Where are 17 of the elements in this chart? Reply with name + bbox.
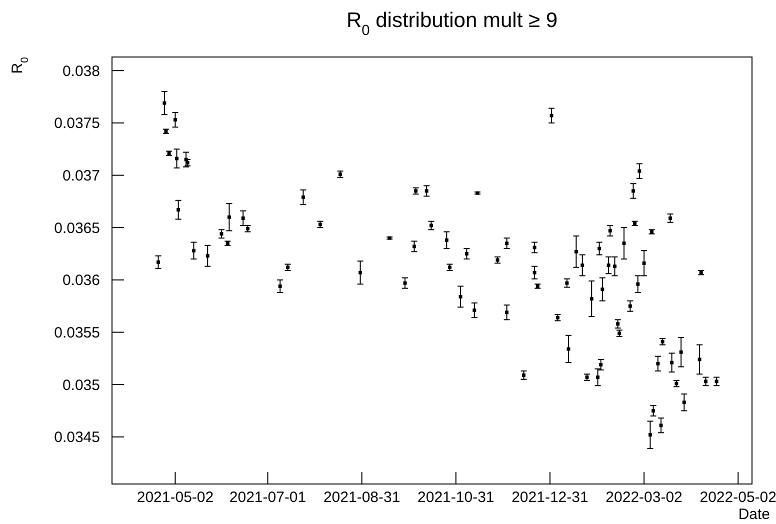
x-tick-label: 2022-03-02 bbox=[606, 489, 682, 506]
y-tick-label: 0.0345 bbox=[54, 429, 100, 446]
y-tick-label: 0.0355 bbox=[54, 324, 100, 342]
x-tick-label: 2021-10-31 bbox=[418, 489, 494, 506]
y-tick-label: 0.0375 bbox=[54, 115, 100, 132]
y-tick-label: 0.038 bbox=[62, 62, 100, 80]
x-tick-label: 2021-07-01 bbox=[229, 489, 306, 506]
x-tick-label: 2021-12-31 bbox=[512, 489, 588, 506]
y-tick-label: 0.035 bbox=[62, 376, 100, 394]
x-tick-label: 2021-08-31 bbox=[323, 489, 400, 506]
chart-title: R$_{0}$ distribution mult ≥ 9 bbox=[346, 9, 558, 39]
y-tick-label: 0.037 bbox=[62, 168, 100, 185]
x-tick-label: 2021-05-02 bbox=[136, 489, 214, 506]
y-tick-label: 0.036 bbox=[62, 272, 100, 290]
x-axis-title: Date bbox=[738, 506, 770, 523]
y-tick-label: 0.0365 bbox=[54, 220, 100, 237]
x-tick-label: 2022-05-02 bbox=[700, 489, 776, 506]
